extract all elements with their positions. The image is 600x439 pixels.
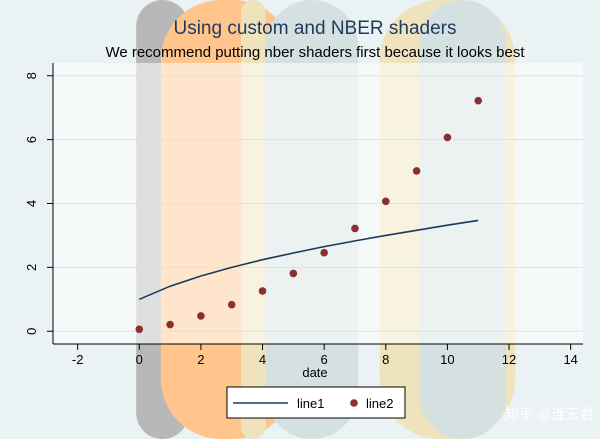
series-line1-line: [138, 219, 479, 301]
series-layer: [135, 96, 483, 334]
x-tick-label-4: 4: [259, 352, 266, 367]
series-line2-point-1: [166, 320, 174, 329]
y-tick-label-8: 8: [24, 72, 39, 79]
x-tick-label-8: 8: [382, 352, 389, 367]
chart-subtitle: We recommend putting nber shaders first …: [105, 44, 525, 61]
chart-title: Using custom and NBER shaders: [173, 18, 456, 39]
x-tick-label-0: 0: [136, 352, 143, 367]
x-tick-label-6: 6: [321, 352, 328, 367]
series-line2-point-7: [351, 224, 359, 233]
y-tick-label-2: 2: [24, 264, 39, 271]
legend-line2-label: line2: [366, 396, 393, 411]
series-line2-point-11: [474, 96, 483, 105]
x-axis-label: date: [302, 365, 327, 380]
series-line2-point-2: [197, 312, 205, 320]
legend: line1 line2: [226, 386, 406, 419]
series-line2-point-6: [320, 248, 328, 257]
series-line2-point-9: [412, 167, 421, 175]
series-line2-point-4: [258, 287, 267, 295]
x-tick-label-12: 12: [502, 352, 516, 367]
legend-line2-swatch: [350, 399, 358, 407]
y-tick-label-4: 4: [24, 200, 39, 207]
x-tick-label-2: 2: [197, 352, 204, 367]
series-line2-point-5: [289, 269, 298, 278]
series-line2-point-3: [227, 300, 236, 309]
watermark: 知乎 @连玉君: [505, 406, 593, 423]
axes: 0 2 4 6 8 -2 0 2 4 6 8 10 12 14: [24, 63, 583, 367]
series-line2-point-0: [135, 325, 144, 334]
series-line2-point-10: [443, 133, 452, 142]
y-tick-label-0: 0: [24, 328, 39, 335]
x-tick-label--2: -2: [72, 352, 84, 367]
legend-line1-label: line1: [297, 396, 324, 411]
x-tick-label-10: 10: [440, 352, 454, 367]
x-tick-label-14: 14: [563, 352, 577, 367]
series-line2-point-8: [381, 197, 390, 206]
y-tick-label-6: 6: [24, 136, 39, 143]
